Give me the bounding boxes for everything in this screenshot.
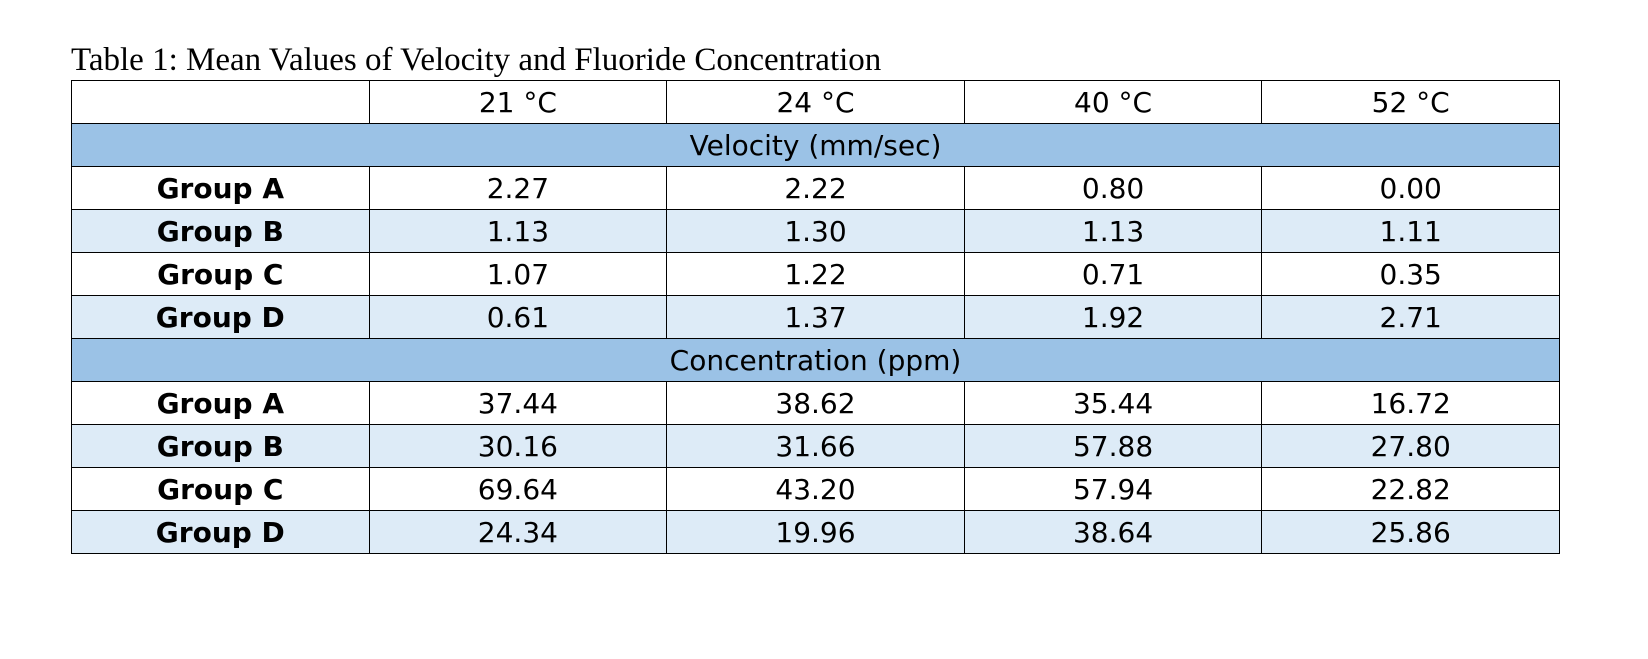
table-cell: 1.30 bbox=[666, 209, 965, 253]
table-cell: 57.88 bbox=[963, 424, 1263, 468]
table-cell: 38.62 bbox=[666, 381, 965, 425]
table-cell: 37.44 bbox=[368, 381, 668, 425]
table-cell: 19.96 bbox=[666, 510, 965, 554]
section-header-concentration: Concentration (ppm) bbox=[71, 338, 1560, 382]
table-cell: 16.72 bbox=[1261, 381, 1560, 425]
table-caption: Table 1: Mean Values of Velocity and Flu… bbox=[71, 42, 882, 78]
table-cell: 1.13 bbox=[368, 209, 668, 253]
table-cell: 1.92 bbox=[963, 295, 1263, 339]
table-cell: 38.64 bbox=[963, 510, 1263, 554]
table-cell: 0.71 bbox=[963, 252, 1263, 296]
column-header: 21 °C bbox=[368, 80, 668, 124]
table-row: Group B 30.16 31.66 57.88 27.80 bbox=[71, 424, 1560, 468]
table-row: Group B 1.13 1.30 1.13 1.11 bbox=[71, 209, 1560, 253]
table-cell: 35.44 bbox=[963, 381, 1263, 425]
table-cell: 1.07 bbox=[368, 252, 668, 296]
column-header: 24 °C bbox=[666, 80, 965, 124]
header-row: 21 °C 24 °C 40 °C 52 °C bbox=[71, 80, 1560, 124]
table-cell: 57.94 bbox=[963, 467, 1263, 511]
corner-cell bbox=[71, 80, 370, 124]
table-cell: 0.61 bbox=[368, 295, 668, 339]
table-cell: 69.64 bbox=[368, 467, 668, 511]
row-label: Group A bbox=[71, 381, 370, 425]
row-label: Group B bbox=[71, 424, 370, 468]
row-label: Group A bbox=[71, 166, 370, 210]
row-label: Group C bbox=[71, 252, 370, 296]
table-row: Group C 1.07 1.22 0.71 0.35 bbox=[71, 252, 1560, 296]
row-label: Group B bbox=[71, 209, 370, 253]
table-cell: 1.11 bbox=[1261, 209, 1560, 253]
table-cell: 1.22 bbox=[666, 252, 965, 296]
section-title: Concentration (ppm) bbox=[71, 338, 1560, 382]
table-row: Group A 37.44 38.62 35.44 16.72 bbox=[71, 381, 1560, 425]
data-table: 21 °C 24 °C 40 °C 52 °C Velocity (mm/sec… bbox=[71, 80, 1560, 554]
row-label: Group D bbox=[71, 295, 370, 339]
table-cell: 1.13 bbox=[963, 209, 1263, 253]
table-cell: 2.71 bbox=[1261, 295, 1560, 339]
table-row: Group D 24.34 19.96 38.64 25.86 bbox=[71, 510, 1560, 554]
column-header: 40 °C bbox=[963, 80, 1263, 124]
table-row: Group C 69.64 43.20 57.94 22.82 bbox=[71, 467, 1560, 511]
table-cell: 1.37 bbox=[666, 295, 965, 339]
table-cell: 0.35 bbox=[1261, 252, 1560, 296]
section-header-velocity: Velocity (mm/sec) bbox=[71, 123, 1560, 167]
table-cell: 31.66 bbox=[666, 424, 965, 468]
table-cell: 30.16 bbox=[368, 424, 668, 468]
table-cell: 0.80 bbox=[963, 166, 1263, 210]
row-label: Group C bbox=[71, 467, 370, 511]
table-cell: 43.20 bbox=[666, 467, 965, 511]
column-header: 52 °C bbox=[1261, 80, 1560, 124]
row-label: Group D bbox=[71, 510, 370, 554]
table-cell: 2.27 bbox=[368, 166, 668, 210]
table-row: Group D 0.61 1.37 1.92 2.71 bbox=[71, 295, 1560, 339]
table-row: Group A 2.27 2.22 0.80 0.00 bbox=[71, 166, 1560, 210]
table-cell: 24.34 bbox=[368, 510, 668, 554]
table-cell: 25.86 bbox=[1261, 510, 1560, 554]
table-cell: 0.00 bbox=[1261, 166, 1560, 210]
table-cell: 2.22 bbox=[666, 166, 965, 210]
table-cell: 22.82 bbox=[1261, 467, 1560, 511]
table-cell: 27.80 bbox=[1261, 424, 1560, 468]
section-title: Velocity (mm/sec) bbox=[71, 123, 1560, 167]
